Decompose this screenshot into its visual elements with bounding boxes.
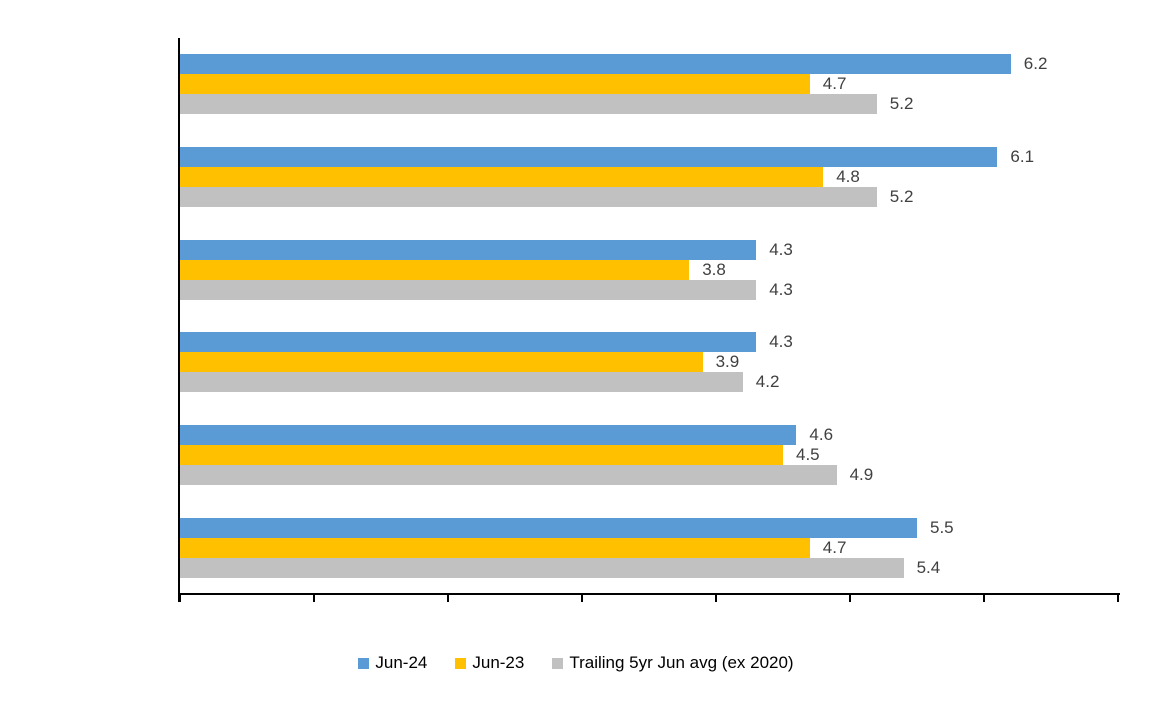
value-label: 4.7 (822, 537, 847, 557)
bar-jun23 (180, 259, 690, 280)
value-label: 4.2 (755, 372, 780, 392)
bar-jun24 (180, 332, 757, 353)
legend-item: Trailing 5yr Jun avg (ex 2020) (552, 653, 794, 673)
x-axis-tick (313, 595, 315, 602)
legend-swatch (455, 657, 467, 669)
bar-trailing-avg (180, 372, 743, 393)
bar-trailing-avg (180, 94, 877, 115)
bar-jun23 (180, 352, 703, 373)
legend-label: Jun-23 (472, 653, 525, 672)
value-label: 4.3 (769, 239, 793, 259)
value-label: 4.3 (769, 332, 793, 352)
x-axis-line (178, 593, 1120, 595)
legend-swatch (552, 657, 564, 669)
value-label: 3.8 (702, 259, 726, 279)
value-label: 5.2 (889, 94, 914, 114)
bar-jun24 (180, 425, 797, 445)
legend-label: Jun-24 (375, 653, 428, 672)
value-label: 4.8 (836, 167, 860, 186)
bar-jun24 (180, 54, 1011, 75)
legend-item: Jun-24 (358, 653, 427, 673)
bar-jun23 (180, 167, 824, 187)
value-label: 5.4 (916, 557, 941, 577)
bar-trailing-avg (180, 465, 837, 485)
y-axis-line (178, 38, 180, 602)
x-axis-tick (179, 595, 181, 602)
bar-jun23 (180, 537, 810, 558)
value-label: 4.6 (809, 425, 834, 444)
value-label: 4.9 (849, 465, 874, 484)
bar-jun24 (180, 517, 917, 538)
legend-label: Trailing 5yr Jun avg (ex 2020) (569, 653, 794, 672)
value-label: 4.5 (796, 445, 820, 464)
value-label: 6.1 (1010, 147, 1035, 166)
value-label: 4.7 (822, 74, 847, 94)
bar-trailing-avg (180, 557, 904, 578)
value-label: 4.3 (769, 279, 793, 299)
legend-swatch (358, 657, 370, 669)
legend: Jun-24 Jun-23 Trailing 5yr Jun avg (ex 202… (0, 653, 1152, 673)
value-label: 5.2 (889, 187, 914, 206)
bar-jun24 (180, 147, 998, 167)
bar-jun23 (180, 445, 783, 465)
bar-trailing-avg (180, 187, 877, 207)
x-axis-tick (849, 595, 851, 602)
x-axis-tick (447, 595, 449, 602)
value-label: 6.2 (1023, 54, 1048, 74)
value-label: 5.5 (930, 517, 954, 537)
legend-item: Jun-23 (455, 653, 524, 673)
bar-trailing-avg (180, 279, 757, 300)
x-axis-tick (581, 595, 583, 602)
x-axis-tick (983, 595, 985, 602)
x-axis-tick (715, 595, 717, 602)
x-axis-tick (1117, 595, 1119, 602)
value-label: 3.9 (715, 352, 740, 372)
bar-jun24 (180, 239, 757, 260)
bar-jun23 (180, 74, 810, 95)
